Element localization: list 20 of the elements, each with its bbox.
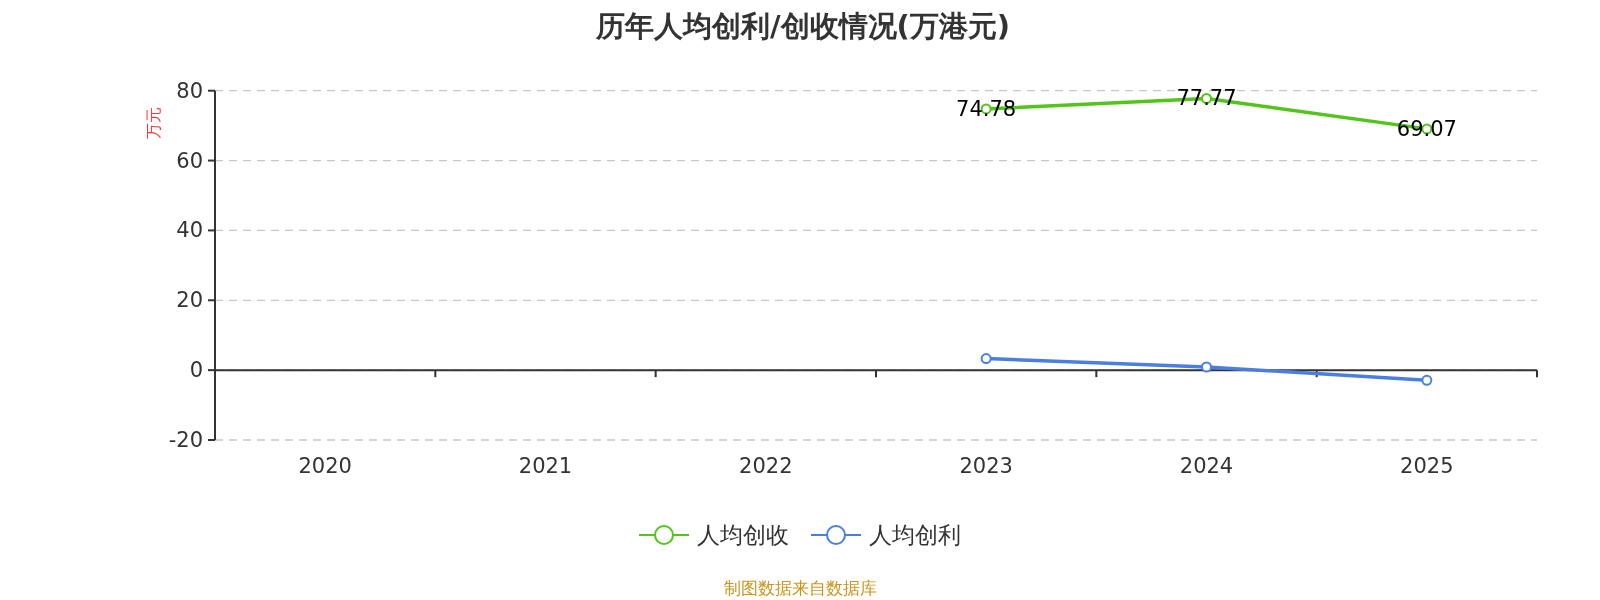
x-tick-label: 2021 (518, 454, 573, 478)
x-tick-label: 2025 (1400, 454, 1454, 478)
y-axis-title: 万元 (143, 107, 163, 139)
y-tick-label: -20 (168, 428, 203, 452)
y-tick-label: 40 (176, 218, 203, 243)
y-tick-label: 60 (176, 148, 203, 173)
legend-label: 人均创收 (697, 522, 789, 548)
point (980, 353, 992, 365)
point (1201, 361, 1212, 373)
text: 制图数据来自数据库 (723, 578, 877, 598)
x-tick-label: 2022 (739, 454, 793, 478)
x-tick-label: 2020 (298, 454, 352, 478)
y-tick-label: 20 (176, 288, 203, 313)
y-tick-label: 0 (189, 358, 203, 383)
x-tick-label: 2024 (1179, 454, 1234, 478)
y-tick-label: 80 (176, 78, 203, 103)
chart-title: 历年人均创利/创收情况(万港元) (594, 9, 1011, 43)
x-tick-label: 2023 (959, 454, 1013, 478)
legend-label: 人均创利 (869, 522, 961, 548)
point (1421, 374, 1433, 386)
